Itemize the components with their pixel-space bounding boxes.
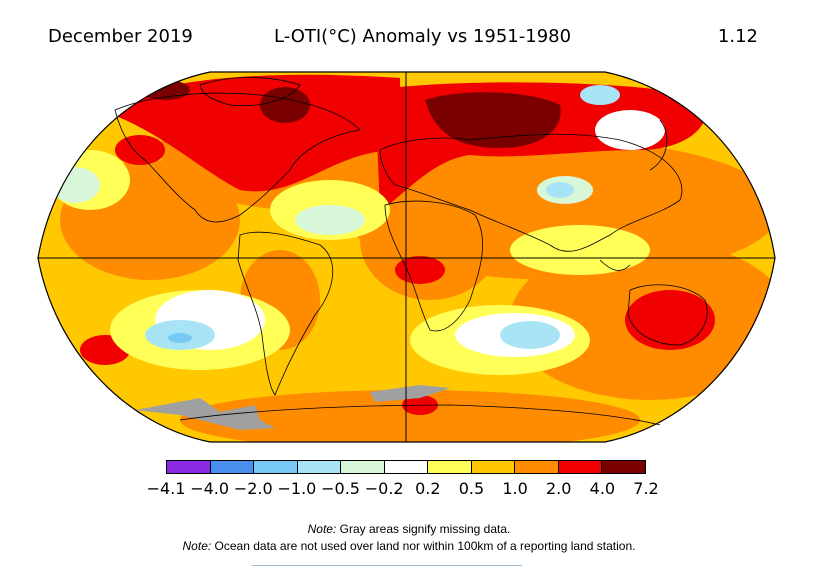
legend-swatch	[297, 461, 342, 473]
map-date: December 2019	[48, 26, 193, 47]
south-america-outline	[237, 231, 334, 396]
hudson-hotspot	[260, 87, 310, 123]
note1-label: Note:	[307, 522, 337, 536]
legend-tick-label: −1.0	[277, 479, 317, 498]
legend-swatch	[341, 461, 385, 473]
kamchatka-outline	[649, 119, 668, 171]
legend-tick-label: 1.0	[502, 479, 528, 498]
missing-data-note: Note: Gray areas signify missing data.	[0, 522, 818, 536]
legend-tick-label: −0.5	[321, 479, 360, 498]
legend-swatch	[558, 461, 603, 473]
legend-tick-label: 0.5	[458, 479, 485, 498]
map-title: L-OTI(°C) Anomaly vs 1951-1980	[274, 26, 572, 47]
africa-outline	[384, 200, 483, 332]
legend-tick-label: −4.1	[146, 479, 186, 498]
note2-label: Note:	[182, 539, 212, 553]
southern-ocean-warm	[180, 390, 640, 442]
legend-tick-label: 4.0	[589, 479, 616, 498]
india-yellow	[510, 225, 650, 275]
eurasia-outline	[379, 133, 683, 252]
legend-tick-label: −0.2	[364, 479, 404, 498]
global-mean-anomaly: 1.12	[717, 26, 758, 47]
legend-swatch	[602, 461, 646, 473]
legend-swatch	[471, 461, 516, 473]
antarctica-missing-east	[370, 385, 450, 402]
ocean-data-note: Note: Ocean data are not used over land …	[0, 539, 818, 553]
legend-tick-label: 7.2	[633, 479, 659, 498]
legend-swatch	[384, 461, 429, 473]
antarctica-missing-west	[135, 398, 275, 430]
australia-outline	[627, 284, 708, 346]
south-indian-ocean-cool	[500, 321, 560, 349]
central-asia-cool	[546, 182, 574, 198]
australia-red	[625, 290, 715, 350]
legend-tick-label: −2.0	[233, 479, 273, 498]
legend-swatch	[428, 461, 472, 473]
legend-ticks: −4.1 −4.0 −2.0 −1.0 −0.5 −0.2 0.2 0.5 1.0 2.0 4.0 7…	[0, 479, 818, 499]
siberia-hotspot	[425, 92, 561, 148]
north-atlantic-slight-cool	[295, 205, 365, 235]
north-america-north-atlantic-red	[100, 74, 400, 192]
legend-swatch	[167, 461, 211, 473]
divider	[252, 565, 522, 566]
east-siberia-cool	[580, 85, 620, 105]
greenland-canada-arctic-outline	[199, 77, 301, 106]
southeast-pacific-cold-core	[168, 333, 192, 343]
antarctica-outline	[179, 404, 661, 426]
legend-tick-label: −4.0	[190, 479, 230, 498]
note1-text: Gray areas signify missing data.	[336, 522, 511, 536]
indonesia-outline	[599, 259, 631, 271]
legend-swatch	[254, 461, 298, 473]
central-africa-red	[395, 256, 445, 284]
legend-swatch	[210, 461, 255, 473]
north-america-outline	[114, 92, 361, 223]
map-field	[38, 72, 775, 442]
east-siberia-neutral	[595, 110, 665, 150]
legend-tick-label: 2.0	[545, 479, 572, 498]
alaska-red	[115, 135, 165, 165]
legend-tick-label: 0.2	[415, 479, 441, 498]
note2-text: Ocean data are not used over land nor wi…	[211, 539, 636, 553]
color-legend	[166, 460, 646, 474]
west-pacific-slight-cool	[50, 167, 100, 203]
legend-swatch	[515, 461, 559, 473]
continent-outlines	[114, 77, 708, 426]
